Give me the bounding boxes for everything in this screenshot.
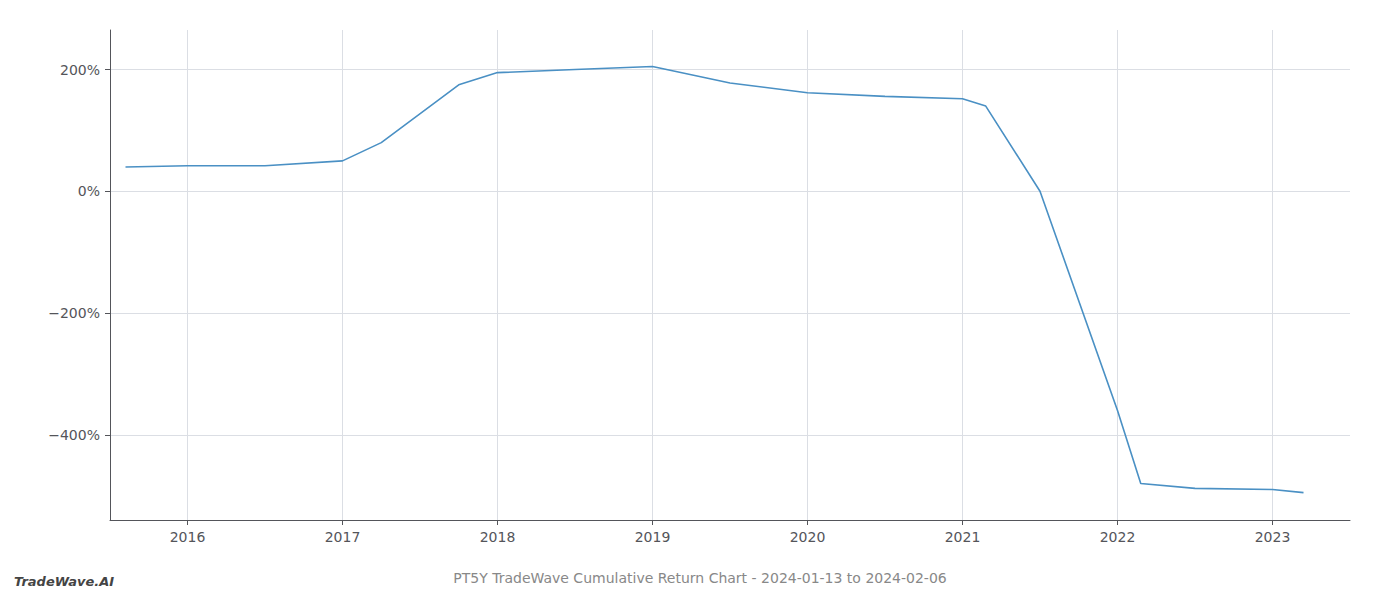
svg-text:−400%: −400% (48, 427, 100, 443)
svg-text:2017: 2017 (325, 529, 361, 545)
svg-text:2016: 2016 (170, 529, 206, 545)
svg-text:2018: 2018 (480, 529, 516, 545)
svg-text:2019: 2019 (635, 529, 671, 545)
svg-text:PT5Y TradeWave Cumulative Retu: PT5Y TradeWave Cumulative Return Chart -… (453, 570, 947, 586)
svg-text:2023: 2023 (1255, 529, 1291, 545)
svg-text:−200%: −200% (48, 305, 100, 321)
svg-text:200%: 200% (60, 62, 100, 78)
svg-text:2021: 2021 (945, 529, 981, 545)
svg-text:2020: 2020 (790, 529, 826, 545)
svg-text:2022: 2022 (1100, 529, 1136, 545)
svg-text:TradeWave.AI: TradeWave.AI (14, 574, 114, 589)
svg-text:0%: 0% (78, 183, 100, 199)
